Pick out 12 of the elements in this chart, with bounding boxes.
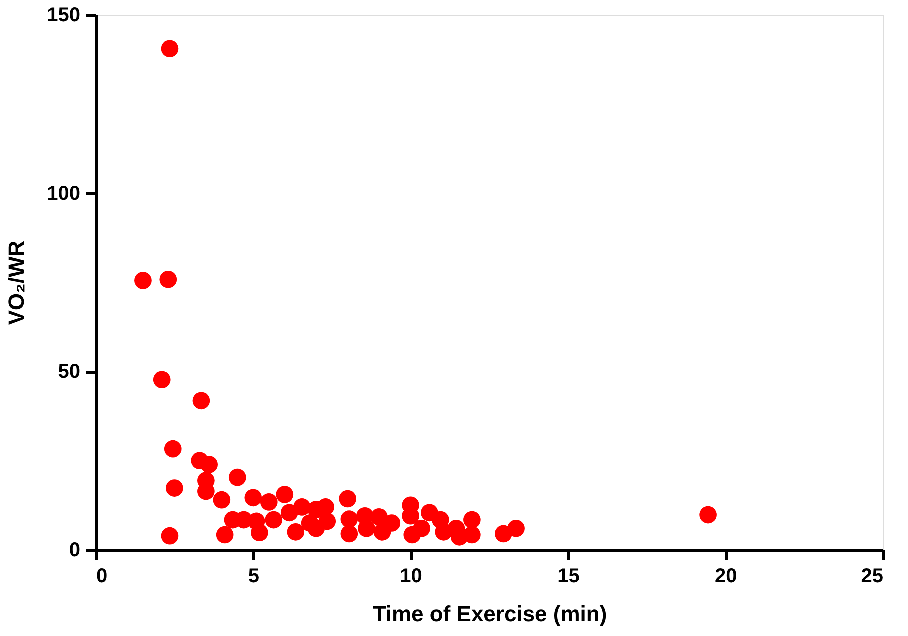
y-tick-label: 0 bbox=[69, 540, 80, 562]
y-tick-label: 50 bbox=[58, 361, 80, 384]
x-tick-label: 25 bbox=[861, 566, 884, 588]
x-axis-title: Time of Exercise (min) bbox=[372, 602, 608, 626]
y-axis-title: VO₂/WR bbox=[4, 240, 30, 326]
x-tick-label: 20 bbox=[714, 566, 738, 588]
y-tick-label: 100 bbox=[47, 182, 80, 205]
y-tick-label: 150 bbox=[47, 4, 80, 26]
x-tick-label: 0 bbox=[96, 566, 108, 588]
x-tick-label: 10 bbox=[400, 566, 422, 588]
x-tick-label: 15 bbox=[558, 566, 580, 588]
x-tick-label: 5 bbox=[248, 566, 260, 588]
